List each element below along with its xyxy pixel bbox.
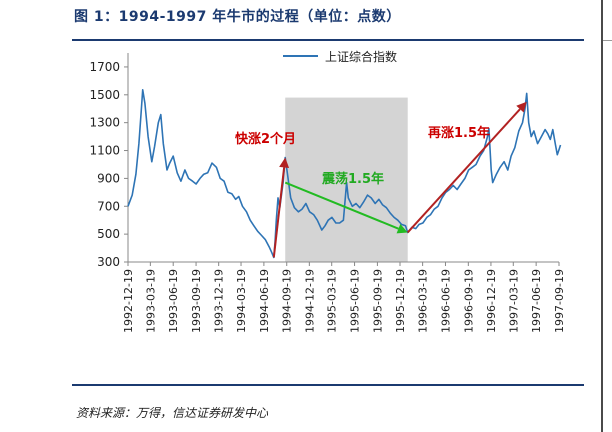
x-tick-label: 1994-09-19 bbox=[281, 269, 294, 333]
y-tick-label: 300 bbox=[97, 255, 120, 269]
x-tick-label: 1995-06-19 bbox=[349, 269, 362, 333]
x-tick-label: 1997-06-19 bbox=[530, 269, 543, 333]
x-tick-label: 1996-03-19 bbox=[417, 269, 430, 333]
y-tick-label: 1700 bbox=[89, 60, 120, 74]
x-tick-label: 1995-03-19 bbox=[326, 269, 339, 333]
y-tick-label: 1100 bbox=[89, 144, 120, 158]
y-tick-label: 500 bbox=[97, 227, 120, 241]
legend-label: 上证综合指数 bbox=[325, 49, 397, 64]
trend-arrow-line bbox=[406, 108, 521, 234]
right-border bbox=[601, 0, 603, 432]
x-tick-label: 1996-09-19 bbox=[462, 269, 475, 333]
x-tick-label: 1995-12-19 bbox=[394, 269, 407, 333]
x-tick-label: 1997-03-19 bbox=[507, 269, 520, 333]
x-tick-label: 1994-03-19 bbox=[235, 269, 248, 333]
y-tick-label: 700 bbox=[97, 199, 120, 213]
x-tick-label: 1997-09-19 bbox=[553, 269, 566, 333]
bottom-divider bbox=[72, 384, 584, 386]
trend-arrow-line bbox=[284, 181, 399, 230]
source-note: 资料来源：万得，信达证券研发中心 bbox=[76, 406, 269, 420]
trend-arrow-head bbox=[279, 157, 290, 169]
y-tick-label: 1300 bbox=[89, 116, 120, 130]
x-tick-label: 1992-12-19 bbox=[122, 269, 135, 333]
annotation-label: 快涨2个月 bbox=[235, 131, 296, 147]
right-border-tick bbox=[603, 40, 612, 41]
trend-arrow-head bbox=[516, 101, 527, 113]
x-tick-label: 1995-09-19 bbox=[371, 269, 384, 333]
x-tick-label: 1996-12-19 bbox=[485, 269, 498, 333]
consolidation-shade bbox=[285, 97, 408, 262]
chart-title: 图 1：1994-1997 年牛市的过程（单位：点数） bbox=[74, 9, 401, 25]
annotation-label: 震荡1.5年 bbox=[321, 171, 384, 187]
y-tick-label: 1500 bbox=[89, 88, 120, 102]
x-tick-label: 1993-09-19 bbox=[190, 269, 203, 333]
x-tick-label: 1993-03-19 bbox=[144, 269, 157, 333]
series-line-shanghai-composite bbox=[127, 89, 562, 259]
x-tick-label: 1994-06-19 bbox=[258, 269, 271, 333]
trend-arrow-line bbox=[272, 167, 286, 258]
annotation-label: 再涨1.5年 bbox=[428, 125, 490, 141]
x-tick-label: 1994-12-19 bbox=[303, 269, 316, 333]
y-tick-label: 900 bbox=[97, 171, 120, 185]
x-tick-label: 1996-06-19 bbox=[439, 269, 452, 333]
trend-arrow-head bbox=[396, 224, 408, 234]
top-divider bbox=[72, 39, 584, 41]
x-tick-label: 1993-06-19 bbox=[167, 269, 180, 333]
x-tick-label: 1993-12-19 bbox=[213, 269, 226, 333]
